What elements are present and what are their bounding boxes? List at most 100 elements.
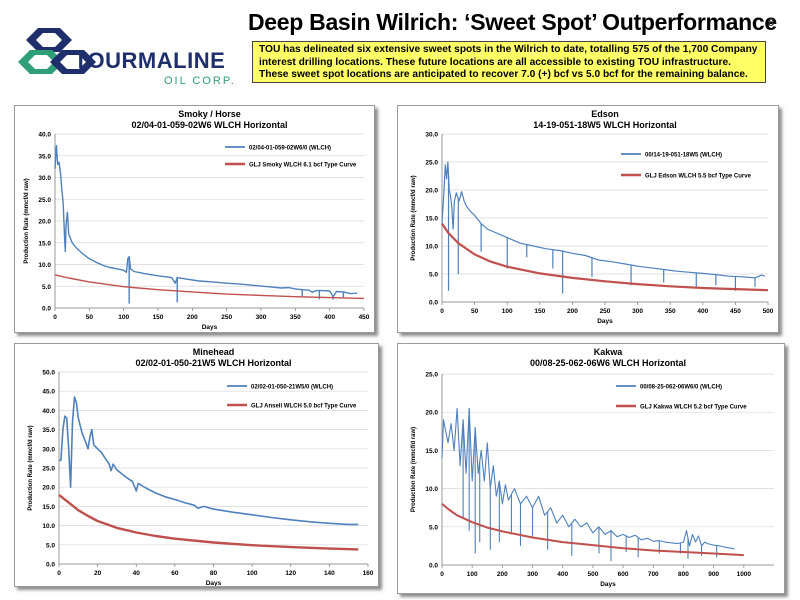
y-axis-label: Production Rate (mmcf/d raw)	[24, 178, 30, 263]
x-tick-label: 300	[632, 308, 643, 315]
chart-panel-edson: Edson 14-19-051-18W5 WLCH Horizontal 0.0 5.…	[397, 105, 779, 333]
x-tick-label: 0	[53, 314, 57, 321]
logo-name: TOURMALINE	[74, 48, 225, 73]
y-axis-label: Production Rate (mmcf/d raw)	[28, 425, 34, 510]
chart-panel-minehead: Minehead 02/02-01-050-21W5 WLCH Horizonta…	[14, 343, 379, 587]
x-tick-label: 300	[256, 314, 267, 321]
x-tick-label: 350	[665, 308, 676, 315]
x-tick-label: 600	[618, 571, 629, 578]
chart-title: Edson	[591, 109, 619, 119]
y-tick-label: 45.0	[42, 389, 55, 396]
legend-label: GLJ Kakwa WLCH 5.2 bcf Type Curve	[640, 404, 747, 410]
legend-label: GLJ Ansell WLCH 5.0 bcf Type Curve	[251, 403, 357, 409]
y-tick-label: 30.0	[42, 446, 55, 453]
x-tick-label: 500	[587, 571, 598, 578]
y-axis-label: Production Rate (mmcf/d raw)	[411, 175, 417, 260]
y-tick-label: 25.0	[425, 372, 438, 379]
x-tick-label: 700	[648, 571, 659, 578]
x-tick-label: 350	[290, 314, 301, 321]
page-title: Deep Basin Wilrich: ‘Sweet Spot’ Outperf…	[248, 9, 777, 35]
page-number: 8	[768, 17, 775, 29]
y-tick-label: 5.0	[42, 284, 51, 291]
y-tick-label: 10.0	[425, 486, 438, 493]
y-tick-label: 15.0	[425, 216, 438, 223]
y-tick-label: 40.0	[42, 408, 55, 415]
legend-label: 00/08-25-062-06W6/0 (WLCH)	[640, 384, 722, 390]
logo-sub: OIL CORP.	[164, 75, 236, 87]
chart-panel-smoky: Smoky / Horse 02/04-01-059-02W6 WLCH Hori…	[14, 105, 375, 333]
chart-panel-kakwa: Kakwa 00/08-25-062-06W6 WLCH Horizontal 0.…	[397, 343, 785, 594]
x-tick-label: 500	[763, 308, 774, 315]
x-tick-label: 450	[359, 314, 370, 321]
y-tick-label: 0.0	[429, 300, 438, 307]
x-tick-label: 300	[527, 571, 538, 578]
x-tick-label: 0	[57, 570, 61, 577]
y-tick-label: 5.0	[429, 272, 438, 279]
y-tick-label: 50.0	[42, 370, 55, 377]
x-axis-label: Days	[202, 324, 218, 331]
y-tick-label: 20.0	[42, 485, 55, 492]
x-tick-label: 400	[324, 314, 335, 321]
y-tick-label: 10.0	[38, 262, 51, 269]
x-tick-label: 0	[440, 571, 444, 578]
x-tick-label: 0	[440, 308, 444, 315]
y-tick-label: 10.0	[42, 523, 55, 530]
y-tick-label: 35.0	[38, 153, 51, 160]
x-tick-label: 1000	[737, 571, 752, 578]
y-tick-label: 20.0	[425, 410, 438, 417]
legend-label: GLJ Edson WLCH 5.5 bcf Type Curve	[645, 173, 752, 179]
x-tick-label: 400	[557, 571, 568, 578]
callout-line: These sweet spot locations are anticipat…	[259, 69, 748, 80]
y-tick-label: 0.0	[46, 562, 55, 569]
series-line	[59, 396, 359, 526]
x-tick-label: 200	[497, 571, 508, 578]
x-tick-label: 140	[324, 570, 335, 577]
tourmaline-logo: TOURMALINE OIL CORP.	[18, 28, 236, 87]
x-tick-label: 200	[567, 308, 578, 315]
x-tick-label: 100	[502, 308, 513, 315]
x-tick-label: 200	[187, 314, 198, 321]
legend-label: 00/14-19-051-18W5 (WLCH)	[645, 152, 722, 158]
x-tick-label: 50	[86, 314, 94, 321]
x-tick-label: 100	[467, 571, 478, 578]
x-tick-label: 900	[708, 571, 719, 578]
callout-line: interest drilling locations. These futur…	[259, 56, 731, 68]
series-line	[441, 407, 735, 550]
x-tick-label: 250	[600, 308, 611, 315]
x-tick-label: 60	[171, 570, 179, 577]
series-line	[54, 145, 358, 298]
chart-title: Minehead	[193, 347, 235, 357]
x-tick-label: 50	[471, 308, 479, 315]
y-tick-label: 15.0	[42, 504, 55, 511]
y-axis-label: Production Rate (mmcf/d raw)	[411, 427, 417, 512]
y-tick-label: 15.0	[425, 448, 438, 455]
legend-label: 02/02-01-050-21W5/0 (WLCH)	[251, 384, 333, 390]
y-tick-label: 20.0	[38, 219, 51, 226]
hexagon-icon	[18, 28, 96, 74]
x-axis-label: Days	[206, 580, 222, 586]
y-tick-label: 5.0	[46, 542, 55, 549]
y-tick-label: 10.0	[425, 244, 438, 251]
y-tick-label: 30.0	[38, 175, 51, 182]
x-tick-label: 150	[534, 308, 545, 315]
x-tick-label: 400	[697, 308, 708, 315]
series-line	[441, 222, 769, 292]
legend-label: GLJ Smoky WLCH 6.1 bcf Type Curve	[249, 162, 357, 168]
y-tick-label: 35.0	[42, 427, 55, 434]
series-line	[58, 493, 359, 551]
chart-subtitle: 02/02-01-050-21W5 WLCH Horizontal	[135, 358, 291, 368]
x-tick-label: 450	[730, 308, 741, 315]
x-tick-label: 100	[247, 570, 258, 577]
y-tick-label: 25.0	[425, 160, 438, 167]
x-tick-label: 80	[210, 570, 218, 577]
x-axis-label: Days	[600, 581, 616, 588]
series-line	[54, 274, 365, 300]
series-line	[441, 503, 744, 557]
x-tick-label: 120	[285, 570, 296, 577]
y-tick-label: 5.0	[429, 524, 438, 531]
x-tick-label: 150	[153, 314, 164, 321]
y-tick-label: 15.0	[38, 240, 51, 247]
y-tick-label: 25.0	[42, 466, 55, 473]
